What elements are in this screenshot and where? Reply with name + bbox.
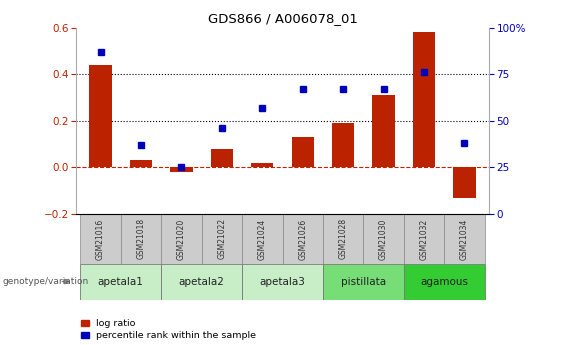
Text: GSM21016: GSM21016 [96,218,105,259]
Text: GSM21024: GSM21024 [258,218,267,259]
Text: GSM21034: GSM21034 [460,218,469,259]
Text: apetala2: apetala2 [179,277,224,287]
Bar [161,264,242,300]
Bar [363,214,404,264]
Text: GSM21022: GSM21022 [218,218,227,259]
Bar [202,214,242,264]
Bar [413,32,435,167]
Bar [404,214,444,264]
Text: GSM21030: GSM21030 [379,218,388,259]
Legend: log ratio, percentile rank within the sample: log ratio, percentile rank within the sa… [81,319,256,340]
Bar [444,214,485,264]
Bar [282,214,323,264]
Bar [242,214,282,264]
Bar [332,123,354,167]
Bar [251,162,273,167]
Bar [323,264,404,300]
Bar [242,264,323,300]
Bar [211,149,233,167]
Bar [89,65,112,167]
Text: GSM21028: GSM21028 [338,218,347,259]
Bar [404,264,485,300]
Text: pistillata: pistillata [341,277,386,287]
Bar [292,137,314,167]
Text: GSM21026: GSM21026 [298,218,307,259]
Bar [323,214,363,264]
Bar [80,264,161,300]
Text: GSM21018: GSM21018 [137,218,145,259]
Bar [80,214,121,264]
Text: apetala3: apetala3 [259,277,306,287]
Bar [170,167,193,172]
Text: GSM21020: GSM21020 [177,218,186,259]
Text: apetala1: apetala1 [98,277,144,287]
Bar [372,95,395,167]
Bar [161,214,202,264]
Bar [130,160,152,167]
Text: genotype/variation: genotype/variation [3,277,89,286]
Bar [453,167,476,198]
Title: GDS866 / A006078_01: GDS866 / A006078_01 [207,12,358,25]
Bar [121,214,161,264]
Text: GSM21032: GSM21032 [420,218,428,259]
Text: agamous: agamous [420,277,468,287]
